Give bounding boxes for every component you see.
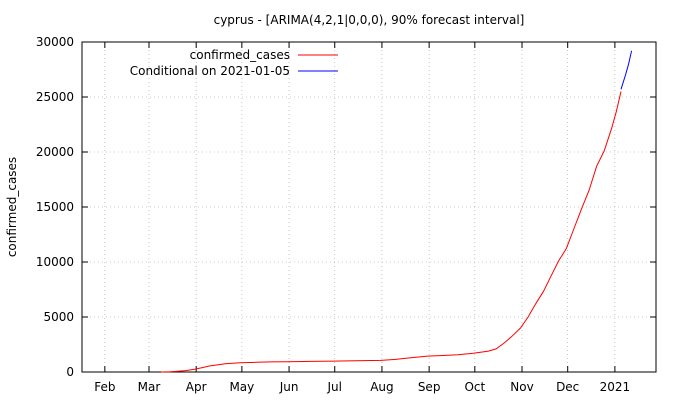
y-tick-label: 10000 (36, 255, 74, 269)
x-tick-label: Feb (94, 380, 115, 394)
x-tick-label: Nov (510, 380, 533, 394)
chart-title: cyprus - [ARIMA(4,2,1|0,0,0), 90% foreca… (214, 13, 525, 27)
x-tick-label: Jun (279, 380, 299, 394)
x-tick-label: Apr (186, 380, 207, 394)
y-tick-label: 15000 (36, 200, 74, 214)
legend-label: Conditional on 2021-01-05 (130, 64, 290, 78)
legend-label: confirmed_cases (190, 48, 290, 62)
x-tick-label: Mar (138, 380, 161, 394)
x-tick-label: Jul (327, 380, 342, 394)
y-tick-label: 30000 (36, 35, 74, 49)
x-tick-label: 2021 (600, 380, 631, 394)
x-axis: Feb Mar Apr May Jun Jul Aug Sep Oct Nov Dec 2021 (94, 42, 630, 394)
x-tick-label: Sep (418, 380, 441, 394)
y-tick-label: 0 (66, 365, 74, 379)
x-tick-label: Oct (464, 380, 485, 394)
series-line (161, 91, 622, 373)
y-axis-label: confirmed_cases (5, 157, 19, 257)
grid (82, 42, 656, 372)
x-tick-label: Dec (556, 380, 579, 394)
plot-frame (81, 41, 657, 373)
legend: confirmed_cases Conditional on 2021-01-05 (130, 48, 338, 78)
series-line (620, 50, 633, 90)
series-group (161, 50, 633, 373)
x-tick-label: May (229, 380, 254, 394)
y-axis: 0 5000 10000 15000 20000 25000 30000 (36, 35, 656, 379)
y-tick-label: 20000 (36, 145, 74, 159)
x-tick-label: Aug (370, 380, 393, 394)
y-tick-label: 5000 (43, 310, 74, 324)
y-tick-label: 25000 (36, 90, 74, 104)
